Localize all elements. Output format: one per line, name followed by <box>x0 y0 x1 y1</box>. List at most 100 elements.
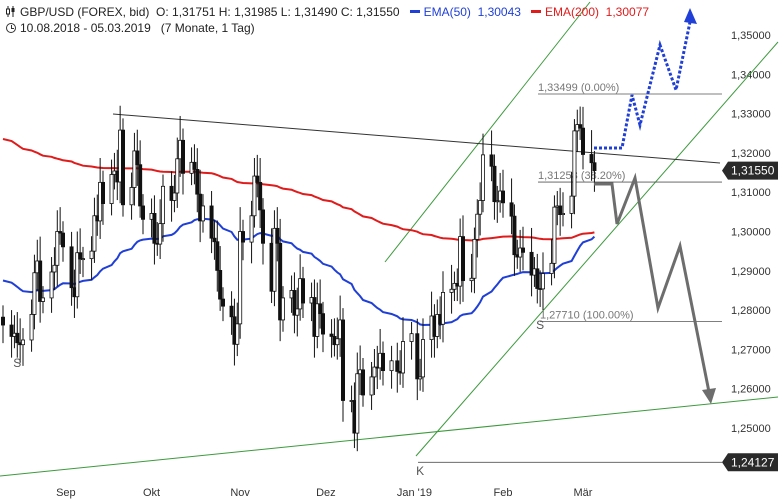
candle <box>492 154 497 220</box>
fib-level-label: 1,31258 (38.20%) <box>538 170 625 182</box>
candle <box>249 200 254 264</box>
y-tick-label: 1,29000 <box>731 266 771 278</box>
candle <box>315 282 320 349</box>
candle <box>75 231 80 309</box>
candlestick-icon <box>6 6 16 17</box>
candle <box>578 106 583 140</box>
candle <box>172 174 177 213</box>
x-tick-label: Sep <box>56 487 76 499</box>
candle <box>278 218 283 342</box>
candle <box>180 128 185 195</box>
candle <box>229 291 234 335</box>
candle <box>480 133 485 213</box>
bullish-projection-path <box>594 21 692 150</box>
candle <box>275 207 280 262</box>
candle <box>400 317 405 388</box>
candle <box>92 197 97 263</box>
candle <box>255 154 260 198</box>
last-price-tag-bg <box>722 161 778 180</box>
y-tick-label: 1,34000 <box>731 69 771 81</box>
candle <box>300 266 305 318</box>
fib-level-label: 1,27710 (100.00%) <box>540 309 634 321</box>
candle <box>320 301 325 353</box>
y-tick-label: 1,26000 <box>731 384 771 396</box>
x-tick-label: Feb <box>494 487 513 499</box>
candle <box>209 191 214 254</box>
low-price-tag-bg <box>722 453 778 472</box>
candle <box>581 106 586 170</box>
period-label: (7 Monate, 1 Tag) <box>160 21 255 35</box>
candle <box>272 210 277 307</box>
candle <box>152 195 157 265</box>
candle <box>478 182 483 236</box>
chart-header-line-1: GBP/USD (FOREX, bid) O: 1,31751 H: 1,319… <box>6 5 649 19</box>
candle <box>200 194 205 233</box>
candle <box>29 299 34 352</box>
candle <box>69 231 74 306</box>
candle <box>449 264 454 314</box>
ema200-line <box>2 138 595 242</box>
last-price-tag: 1,31550 <box>731 164 775 178</box>
candle <box>258 158 263 228</box>
candle <box>340 308 345 422</box>
candle <box>395 342 400 393</box>
candle <box>329 319 334 358</box>
ema50-swatch <box>409 10 420 13</box>
candle <box>529 227 534 297</box>
ema200-swatch <box>530 10 541 13</box>
candle <box>572 119 577 215</box>
candle <box>509 178 514 235</box>
candle <box>435 299 440 349</box>
candle <box>495 185 500 223</box>
candle <box>475 199 480 258</box>
candle <box>460 215 465 302</box>
candle <box>38 236 43 323</box>
candle <box>589 130 594 181</box>
chart-header-line-2: 10.08.2018 - 05.03.2019 (7 Monate, 1 Tag… <box>6 21 255 35</box>
candle <box>101 170 106 225</box>
ema50-line <box>2 217 596 327</box>
ema200-value: 1,30077 <box>605 5 650 19</box>
candle <box>552 195 557 279</box>
candle <box>535 253 540 304</box>
ema200-label: EMA(200) <box>544 5 599 19</box>
long-support-line <box>0 396 779 477</box>
bullish-projection-arrowhead <box>684 8 697 24</box>
x-tick-label: Mär <box>574 487 593 499</box>
candle <box>260 198 265 265</box>
candle <box>409 321 414 360</box>
candle <box>252 158 257 228</box>
candle <box>558 187 563 236</box>
candle <box>0 305 6 344</box>
candle <box>61 221 66 262</box>
candle <box>81 246 86 278</box>
candle <box>220 287 225 322</box>
candle <box>215 220 220 292</box>
candle <box>41 286 46 314</box>
candle <box>489 130 494 182</box>
candle <box>335 317 340 360</box>
pivot-label: S <box>536 318 544 332</box>
candle <box>158 199 163 260</box>
candle <box>469 253 474 293</box>
candle <box>355 352 360 452</box>
candle <box>15 312 20 358</box>
candle <box>132 132 137 206</box>
x-tick-label: Jan '19 <box>397 487 432 499</box>
candle <box>58 207 63 245</box>
ohlc-values: O: 1,31751 H: 1,31985 L: 1,31490 C: 1,31… <box>156 5 400 19</box>
candle <box>212 220 217 260</box>
ema50-value: 1,30043 <box>477 5 521 19</box>
candle <box>135 129 140 186</box>
candle <box>541 252 546 311</box>
candle <box>20 328 25 366</box>
candle <box>380 341 385 386</box>
y-tick-label: 1,28000 <box>731 305 771 317</box>
resistance-trendline <box>112 113 721 164</box>
low-price-tag: 1,24127 <box>731 455 775 469</box>
candle <box>389 345 394 389</box>
candle <box>418 358 423 391</box>
candle <box>500 169 505 218</box>
candle <box>420 318 425 392</box>
x-tick-label: Okt <box>143 487 160 499</box>
